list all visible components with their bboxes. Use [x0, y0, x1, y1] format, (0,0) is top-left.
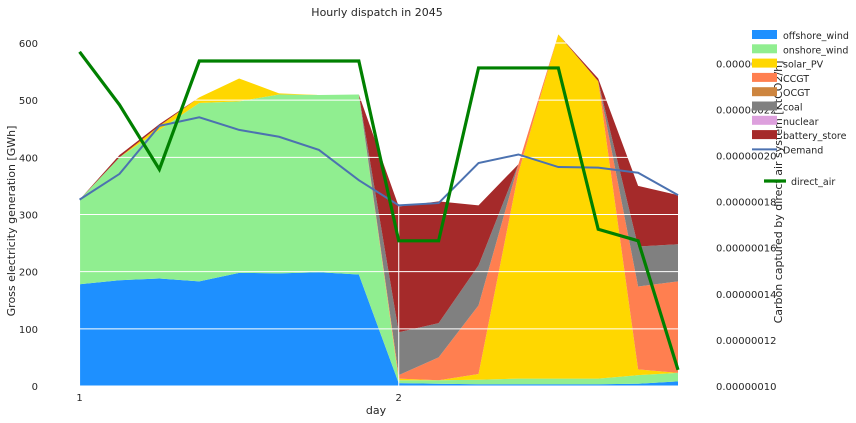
y2-axis-ticks: 0.00000010 0.00000012 0.00000014 0.00000016… [716, 59, 776, 393]
legend-swatch [752, 72, 777, 82]
y2-tick-label: 0.00000012 [716, 336, 776, 347]
y-axis-label: Gross electricity generation [GWh] [5, 126, 18, 317]
y-tick-label: 100 [19, 325, 38, 336]
x-tick-label: 2 [396, 393, 402, 404]
legend-label: solar_PV [783, 60, 824, 71]
legend-label: onshore_wind [783, 45, 848, 56]
x-axis-label: day [366, 404, 387, 417]
y2-tick-label: 0.00000010 [716, 382, 776, 393]
area-solar-PV [79, 34, 678, 381]
legend-swatch [752, 87, 777, 97]
y2-tick-label: 0.00000020 [716, 152, 776, 163]
legend-label: offshore_wind [783, 31, 849, 42]
area-onshore-wind [79, 94, 678, 385]
legend-label: CCGT [783, 74, 809, 85]
x-tick-label: 1 [76, 393, 82, 404]
area-battery-store [79, 34, 678, 333]
demand-line [79, 116, 679, 207]
y2-tick-label: 0.00000014 [716, 290, 776, 301]
y2-tick-label: 0.00000022 [716, 105, 776, 116]
legend-swatch [752, 130, 777, 140]
legend-swatch [752, 58, 777, 68]
legend-label: battery_store [783, 131, 847, 142]
legend-swatch [752, 101, 777, 111]
legend-direct-air-label: direct_air [791, 177, 835, 188]
direct-air-line [78, 50, 680, 371]
y-tick-label: 600 [19, 39, 38, 50]
legend-demand-label: Demand [783, 145, 823, 156]
direct-air-series [78, 50, 680, 371]
chart-title: Hourly dispatch in 2045 [311, 6, 442, 19]
legend: offshore_wind onshore_wind solar_PV CCGT OCG… [752, 30, 849, 156]
y2-tick-label: 0.00000018 [716, 198, 776, 209]
legend-swatch [752, 115, 777, 125]
legend-swatch [752, 30, 777, 39]
legend-label: coal [783, 103, 803, 114]
demand-series [79, 116, 679, 207]
secondary-legend: direct_air [764, 177, 835, 188]
y2-axis-label: Carbon captured by direct air system [Kt… [772, 61, 785, 324]
y-tick-label: 0 [32, 382, 38, 393]
y-tick-label: 300 [19, 211, 38, 222]
legend-label: OCGT [783, 88, 810, 99]
y2-tick-label: 0.00000024 [716, 59, 776, 70]
y-tick-label: 500 [19, 96, 38, 107]
y2-tick-label: 0.00000016 [716, 244, 776, 255]
y-axis-ticks: 0 100 200 300 400 500 600 [19, 39, 38, 393]
legend-label: nuclear [783, 117, 819, 128]
y-tick-label: 400 [19, 153, 38, 164]
y-tick-label: 200 [19, 268, 38, 279]
legend-swatch [752, 44, 777, 54]
